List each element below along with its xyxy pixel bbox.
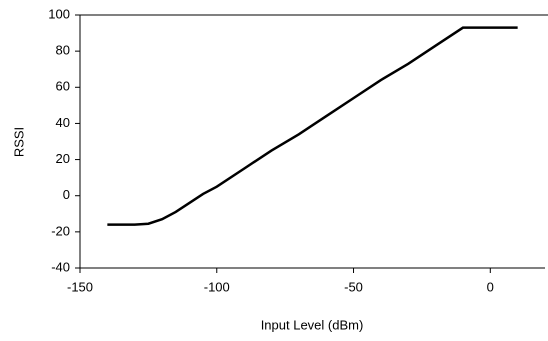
y-tick-label: -20 bbox=[51, 223, 70, 238]
y-tick-label: -40 bbox=[51, 259, 70, 274]
y-tick-label: 20 bbox=[56, 151, 70, 166]
y-tick-label: 0 bbox=[63, 187, 70, 202]
x-axis-title: Input Level (dBm) bbox=[261, 317, 364, 332]
x-tick-label: -100 bbox=[204, 279, 230, 294]
y-axis-title: RSSI bbox=[11, 127, 26, 157]
y-tick-label: 80 bbox=[56, 43, 70, 58]
series-line bbox=[107, 26, 518, 226]
x-tick-label: -150 bbox=[67, 279, 93, 294]
x-tick-label: 0 bbox=[487, 279, 494, 294]
y-tick-label: 100 bbox=[48, 6, 70, 21]
y-tick-label: 60 bbox=[56, 79, 70, 94]
y-tick-label: 40 bbox=[56, 115, 70, 130]
x-tick-label: -50 bbox=[344, 279, 363, 294]
